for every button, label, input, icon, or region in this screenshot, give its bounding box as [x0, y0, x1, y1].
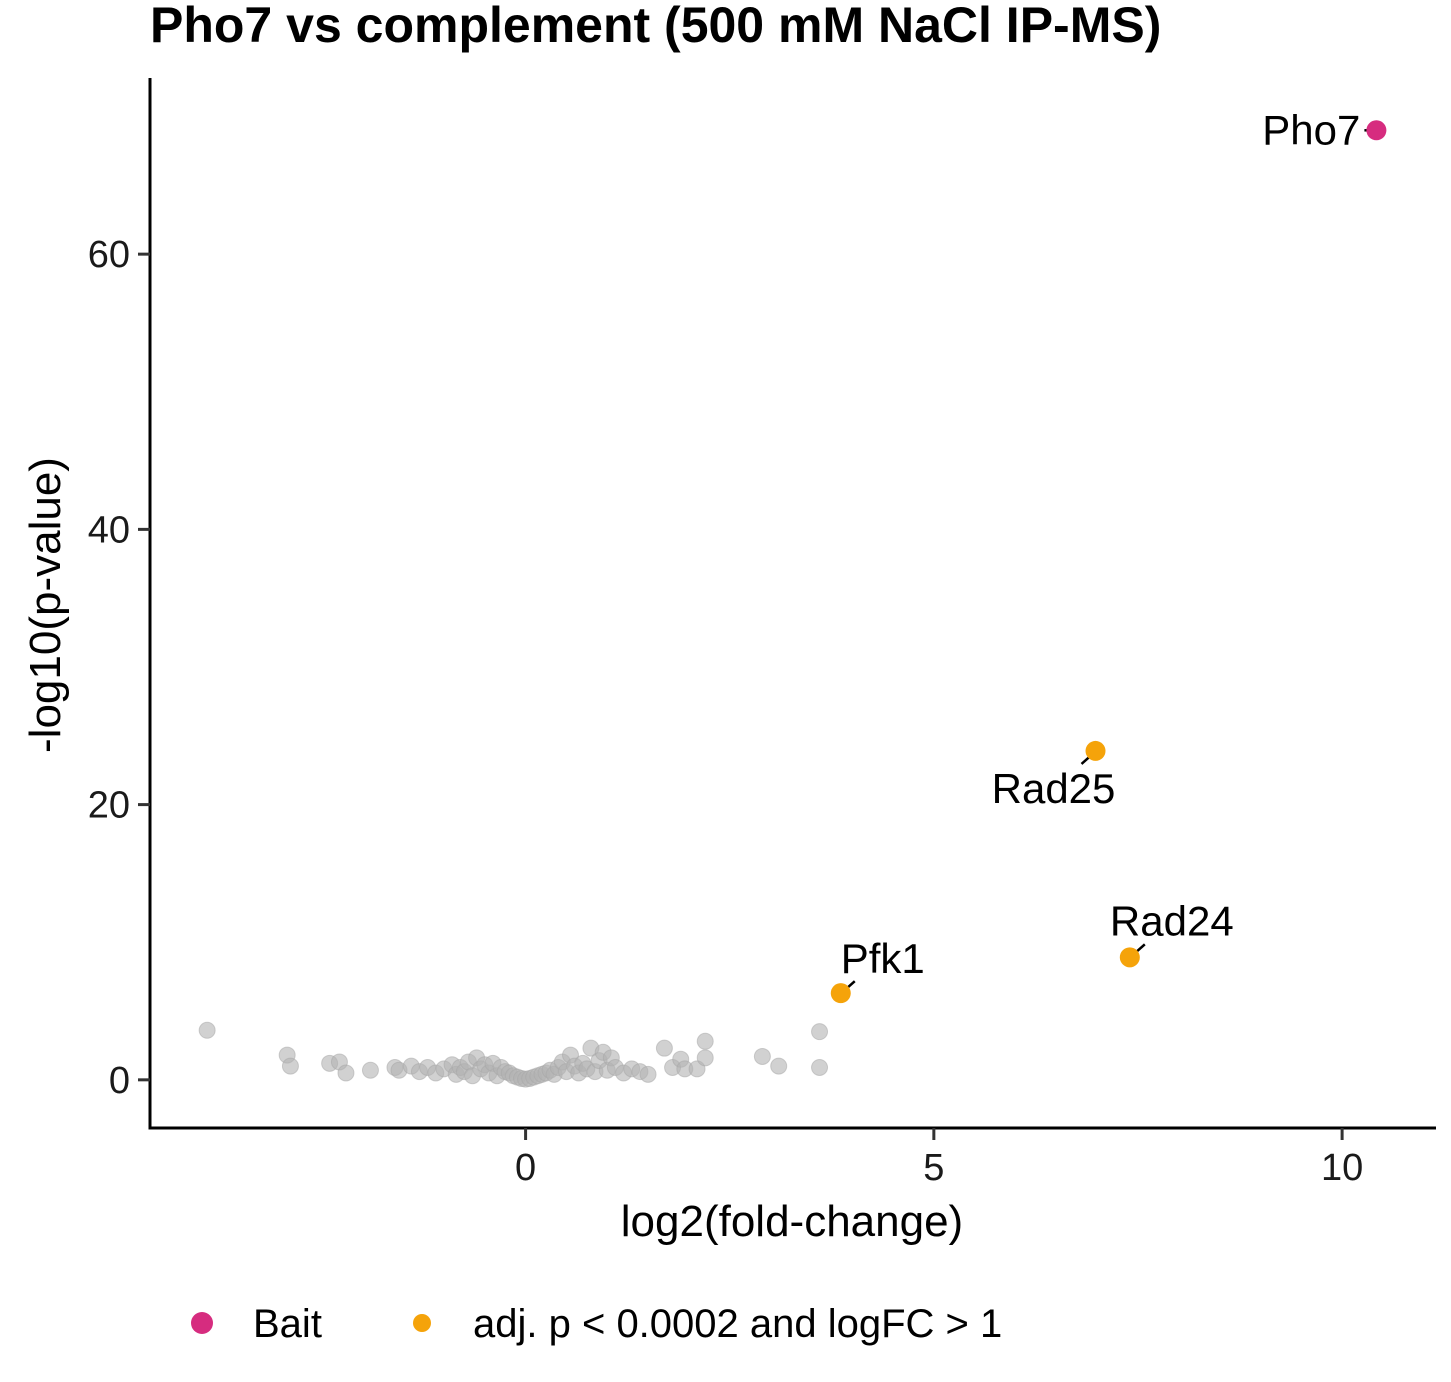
legend: Bait adj. p < 0.0002 and logFC > 1	[191, 1302, 1002, 1346]
point-label-rad24: Rad24	[1110, 897, 1234, 944]
background-point	[281, 1057, 299, 1075]
y-tick-label: 60	[88, 234, 130, 276]
point-label-rad25: Rad25	[992, 765, 1116, 812]
background-point	[655, 1039, 673, 1057]
highlight-point-pho7	[1366, 120, 1387, 141]
legend-swatch	[413, 1314, 431, 1332]
background-point	[337, 1064, 355, 1082]
background-point	[770, 1057, 788, 1075]
x-tick-label: 5	[923, 1147, 944, 1189]
x-axis-label: log2(fold-change)	[621, 1197, 963, 1246]
point-label-pfk1: Pfk1	[841, 935, 925, 982]
background-point	[753, 1047, 771, 1065]
y-axis-label: -log10(p-value)	[21, 457, 70, 753]
background-point	[811, 1023, 829, 1041]
highlight-point-rad25	[1085, 740, 1106, 761]
background-point	[811, 1058, 829, 1076]
background-point	[361, 1061, 379, 1079]
legend-swatch	[191, 1312, 213, 1334]
y-tick-label: 20	[88, 785, 130, 827]
highlight-point-pfk1	[830, 983, 851, 1004]
legend-label: Bait	[253, 1302, 322, 1346]
chart-title: Pho7 vs complement (500 mM NaCl IP-MS)	[150, 0, 1161, 53]
background-point	[198, 1021, 216, 1039]
point-label-pho7: Pho7	[1262, 106, 1360, 153]
y-tick-label: 40	[88, 509, 130, 551]
x-tick-label: 10	[1321, 1147, 1363, 1189]
highlight-point-rad24	[1119, 947, 1140, 968]
legend-label: adj. p < 0.0002 and logFC > 1	[473, 1302, 1002, 1346]
x-tick-label: 0	[515, 1147, 536, 1189]
axes: 0 5 10 0 20 40 60	[88, 78, 1436, 1189]
background-point	[696, 1049, 714, 1067]
background-point	[696, 1032, 714, 1050]
data-points	[198, 120, 1387, 1088]
background-point	[639, 1065, 657, 1083]
y-tick-label: 0	[109, 1060, 130, 1102]
point-labels: Pho7 Rad25 Rad24 Pfk1	[841, 106, 1374, 991]
